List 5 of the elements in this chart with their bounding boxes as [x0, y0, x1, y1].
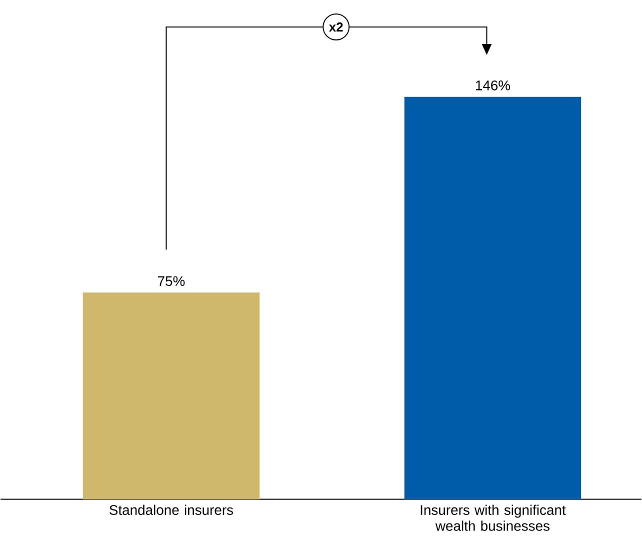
- data-label: 75%: [158, 276, 185, 286]
- x-tick-label: Standalone insurers: [110, 504, 234, 515]
- x-tick-label: Insurers with significant wealth businesses: [420, 504, 566, 531]
- text: x2: [329, 22, 343, 32]
- data-label: 146%: [476, 80, 510, 90]
